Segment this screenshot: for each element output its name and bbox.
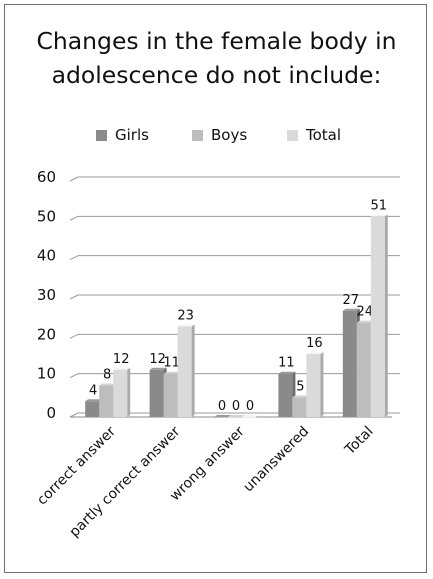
y-tick-label-20: 20 (37, 325, 56, 343)
bar-total-total-side (385, 214, 388, 417)
data-label-total-total: 51 (371, 198, 388, 213)
y-tick-label-30: 30 (37, 286, 56, 304)
bar-total-correct-answer (113, 370, 127, 417)
gridline-corner-50 (70, 216, 78, 220)
gridline-corner-30 (70, 295, 78, 299)
data-label-boys-partly-correct-answer: 11 (163, 356, 180, 371)
x-tick-label-total: Total (341, 424, 376, 459)
bar-boys-wrong-answer (228, 417, 242, 418)
bar-girls-correct-answer (85, 401, 99, 417)
data-label-boys-unanswered: 5 (296, 379, 304, 394)
bar-girls-partly-correct-answer (150, 370, 164, 417)
bar-total-partly-correct-answer (178, 327, 192, 417)
bar-total-unanswered (306, 354, 320, 417)
gridline-corner-60 (70, 177, 78, 181)
data-label-girls-correct-answer: 4 (89, 383, 97, 398)
data-label-boys-correct-answer: 8 (103, 368, 111, 383)
y-tick-label-50: 50 (37, 207, 56, 225)
data-label-boys-total: 24 (357, 305, 374, 320)
bar-girls-total (343, 311, 357, 417)
bar-total-correct-answer-side (127, 368, 130, 417)
data-label-boys-wrong-answer: 0 (232, 399, 240, 414)
bar-total-partly-correct-answer-side (192, 325, 195, 417)
bar-total-total (371, 216, 385, 417)
y-tick-label-60: 60 (37, 168, 56, 186)
data-label-total-wrong-answer: 0 (246, 399, 254, 414)
bar-boys-partly-correct-answer (164, 374, 178, 417)
bar-boys-total (357, 323, 371, 417)
bar-girls-unanswered (278, 374, 292, 417)
gridline-corner-0 (70, 413, 78, 417)
gridline-corner-40 (70, 256, 78, 260)
data-label-girls-wrong-answer: 0 (218, 399, 226, 414)
y-tick-label-40: 40 (37, 247, 56, 265)
bar-girls-wrong-answer (214, 417, 228, 418)
bar-total-wrong-answer (242, 417, 256, 418)
x-tick-label-partly-correct-answer: partly correct answer (66, 423, 183, 540)
y-tick-label-0: 0 (46, 404, 56, 422)
gridline-corner-20 (70, 334, 78, 338)
x-tick-label-unanswered: unanswered (240, 424, 312, 496)
data-label-total-unanswered: 16 (306, 336, 323, 351)
bar-boys-correct-answer (99, 386, 113, 417)
data-label-girls-unanswered: 11 (278, 356, 295, 371)
bar-boys-unanswered (292, 397, 306, 417)
data-label-total-correct-answer: 12 (113, 352, 130, 367)
gridline-corner-10 (70, 374, 78, 378)
bar-total-unanswered-side (320, 352, 323, 417)
y-tick-label-10: 10 (37, 365, 56, 383)
data-label-total-partly-correct-answer: 23 (177, 309, 194, 324)
